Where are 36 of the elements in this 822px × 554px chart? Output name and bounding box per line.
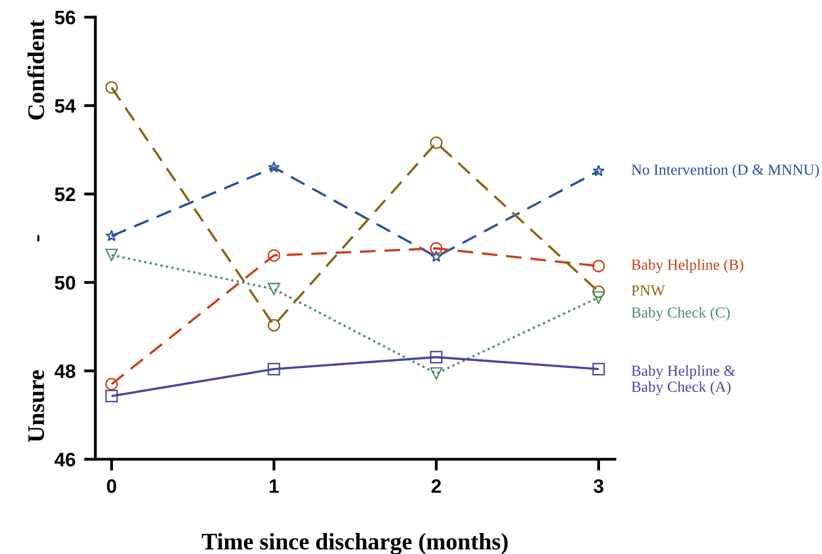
series-label: No Intervention (D & MNNU) <box>632 164 819 178</box>
point <box>268 362 280 376</box>
point <box>592 164 605 176</box>
series-label: Baby Helpline & Baby Check (A) <box>632 365 736 396</box>
point <box>430 250 442 262</box>
point <box>268 319 280 332</box>
point <box>430 136 443 149</box>
point <box>268 161 280 173</box>
x-tick-label: 0 <box>106 479 116 493</box>
point <box>430 350 443 364</box>
point <box>592 260 605 272</box>
point <box>268 249 280 262</box>
point <box>268 282 280 296</box>
y-tick-label: 54 <box>54 99 76 113</box>
series-label: Baby Helpline (B) <box>632 259 744 274</box>
series-label: PNW <box>632 285 666 296</box>
y-tick-label: 56 <box>54 10 76 24</box>
y-tick-label: 46 <box>54 452 76 467</box>
text: Unsure - Confident <box>27 20 44 442</box>
point <box>105 378 118 390</box>
y-tick-label: 50 <box>54 276 76 290</box>
point <box>105 248 118 262</box>
point <box>592 285 605 298</box>
x-tick-label: 2 <box>432 479 441 493</box>
point <box>105 390 118 402</box>
x-tick-label: 3 <box>594 479 604 494</box>
point <box>592 362 605 376</box>
point <box>430 367 443 380</box>
text: Baby Check (C) <box>632 306 730 321</box>
x-tick-label: 1 <box>270 479 279 493</box>
point <box>106 230 118 242</box>
y-tick-label: 52 <box>54 187 76 202</box>
point <box>105 81 118 94</box>
y-tick-label: 48 <box>54 364 76 378</box>
point <box>430 242 443 255</box>
point <box>592 291 605 304</box>
